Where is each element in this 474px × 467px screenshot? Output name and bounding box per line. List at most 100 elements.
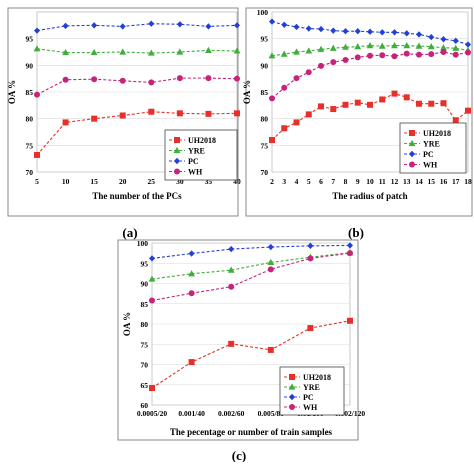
x-tick-label: 0.002/60 (218, 409, 245, 418)
series-line (36, 77, 238, 96)
data-point (428, 33, 435, 41)
x-tick-label: 2 (270, 177, 274, 186)
series-line (151, 252, 351, 302)
legend-marker (409, 150, 415, 158)
data-point (234, 110, 240, 117)
data-point (267, 243, 274, 251)
y-tick-label: 65 (141, 381, 149, 390)
data-point (347, 250, 353, 257)
data-point (317, 45, 325, 52)
data-point (269, 137, 275, 143)
data-point (34, 27, 40, 34)
y-axis-title: OA % (122, 312, 132, 336)
data-point (62, 76, 69, 83)
x-tick-label: 3 (282, 177, 286, 186)
data-point (378, 42, 386, 49)
legend-label: WH (423, 161, 438, 170)
data-point (465, 107, 471, 114)
series-pc (269, 18, 471, 48)
chart-a: 70 75 80 85 90 95 5 10 15 20 25 30 35 40 The number of… (7, 7, 241, 217)
series-uh2018 (149, 317, 353, 391)
data-point (440, 36, 447, 43)
y-tick-label: 70 (141, 361, 149, 370)
data-point (149, 384, 155, 391)
y-axis-title: OA % (242, 80, 252, 104)
data-point (34, 91, 40, 98)
data-point (149, 297, 155, 304)
data-point (91, 22, 98, 29)
data-point (465, 41, 471, 48)
y-tick-label: 75 (26, 141, 34, 150)
data-point (318, 25, 324, 33)
data-point (452, 117, 459, 124)
data-point (305, 47, 313, 54)
data-point (176, 75, 183, 82)
series-wh (269, 49, 471, 102)
x-tick-label: 6 (319, 177, 323, 186)
x-tick-label: 9 (356, 177, 360, 186)
data-point (307, 255, 314, 262)
y-tick-label: 85 (26, 88, 34, 97)
data-point (403, 94, 410, 101)
x-tick-label: 20 (119, 177, 127, 186)
data-point (205, 110, 212, 117)
data-point (205, 46, 212, 53)
data-point (347, 317, 353, 324)
x-tick-label: 18 (464, 177, 472, 186)
panel-caption: (a) (122, 225, 137, 240)
x-tick-label: 12 (391, 177, 399, 186)
data-point (62, 22, 69, 30)
data-point (329, 44, 337, 51)
legend-marker (408, 139, 416, 147)
data-point (367, 52, 373, 59)
series-line (36, 111, 238, 156)
data-point (267, 346, 274, 353)
data-point (452, 51, 459, 58)
x-tick-label: 15 (90, 177, 98, 186)
data-point (228, 245, 235, 253)
data-point (227, 266, 235, 273)
legend-marker (288, 383, 296, 390)
chart-frame (245, 7, 473, 217)
x-tick-label: 17 (452, 177, 460, 186)
y-tick-label: 95 (26, 35, 34, 44)
x-tick-label: 25 (148, 177, 156, 186)
legend-label: WH (303, 403, 318, 412)
x-axis-title: The radius of patch (332, 191, 407, 201)
legend-label: UH2018 (423, 129, 451, 138)
data-point (188, 270, 195, 277)
data-point (318, 62, 324, 69)
series-line (151, 252, 351, 280)
legend-marker (289, 393, 295, 401)
data-point (330, 27, 337, 34)
legend-label: PC (303, 393, 314, 402)
legend-marker (289, 404, 295, 410)
data-point (354, 28, 361, 35)
data-point (281, 125, 288, 132)
series-wh (34, 75, 240, 98)
data-point (416, 100, 422, 107)
data-point (147, 49, 155, 56)
series-wh (149, 250, 353, 304)
data-point (427, 43, 435, 50)
data-point (347, 242, 353, 249)
data-point (367, 101, 373, 108)
y-tick-label: 95 (141, 259, 149, 268)
data-point (440, 49, 447, 55)
data-point (416, 51, 422, 58)
series-line (271, 51, 469, 99)
data-point (268, 52, 276, 59)
data-point (416, 31, 422, 38)
series-pc (34, 20, 240, 34)
legend-marker (289, 374, 295, 380)
data-point (91, 76, 98, 83)
data-point (119, 48, 127, 55)
legend-label: YRE (423, 140, 440, 149)
series-line (36, 48, 238, 54)
series-line (36, 23, 238, 32)
data-point (62, 48, 69, 56)
legend-label: UH2018 (188, 136, 216, 145)
